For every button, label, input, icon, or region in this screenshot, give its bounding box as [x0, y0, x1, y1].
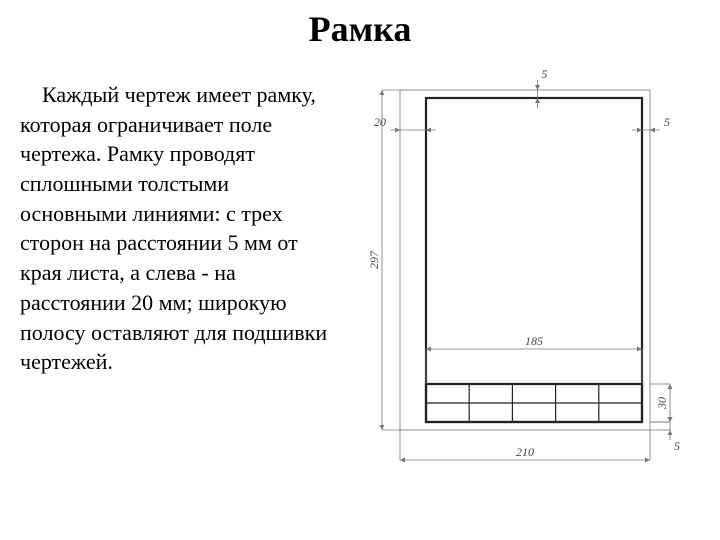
dim-arrow — [380, 425, 385, 430]
dim-arrow — [395, 128, 400, 133]
dim-arrow — [668, 430, 673, 435]
dim-arrow — [668, 384, 673, 389]
outer-sheet — [400, 90, 650, 430]
dim-arrow — [668, 417, 673, 422]
dim-label: 30 — [655, 397, 669, 410]
dim-arrow — [380, 90, 385, 95]
dim-label: 185 — [525, 334, 543, 348]
dim-arrow — [645, 458, 650, 463]
dim-arrow — [535, 85, 540, 90]
dim-label: 210 — [516, 445, 534, 459]
inner-frame — [426, 98, 642, 422]
dim-arrow — [650, 128, 655, 133]
dim-label: 20 — [374, 115, 386, 129]
dim-label: 5 — [664, 115, 670, 129]
frame-drawing: 5 20 5 297 185 30 5 210 — [350, 70, 700, 500]
dim-label: 5 — [674, 439, 680, 453]
dim-label: 5 — [542, 70, 548, 81]
page-title: Рамка — [0, 8, 720, 50]
dim-arrow — [400, 458, 405, 463]
dim-label: 297 — [367, 250, 381, 269]
body-paragraph: Каждый чертеж имеет рамку, которая огран… — [20, 80, 330, 377]
